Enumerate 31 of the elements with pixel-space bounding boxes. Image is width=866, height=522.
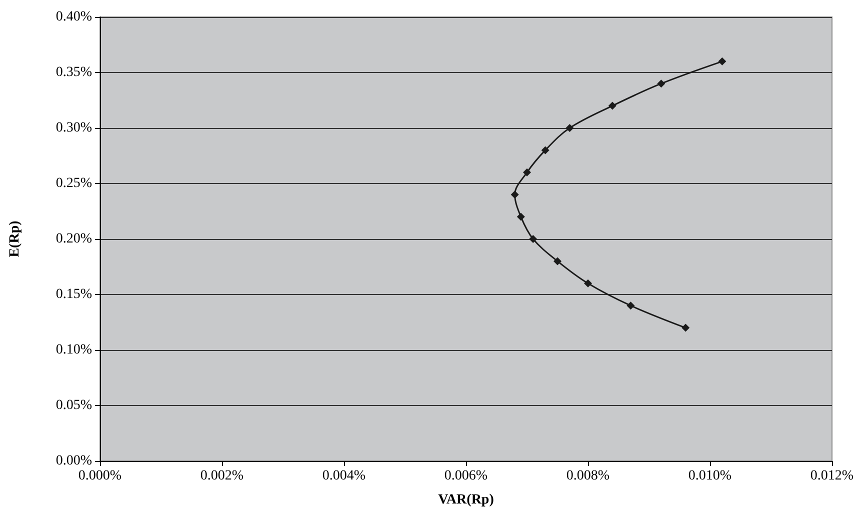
y-tick-label: 0.35%	[56, 65, 92, 80]
x-tick-label: 0.000%	[78, 468, 122, 484]
x-axis-title: VAR(Rp)	[438, 492, 494, 508]
point	[566, 124, 574, 132]
point	[510, 190, 519, 199]
point	[657, 80, 666, 88]
y-tick-label: 0.40%	[56, 10, 92, 24]
x-tick-label: 0.002%	[200, 468, 244, 484]
point	[516, 212, 525, 221]
point	[718, 57, 726, 66]
y-tick-label: 0.20%	[56, 232, 92, 246]
point	[626, 302, 635, 310]
point	[682, 324, 690, 332]
point	[541, 146, 550, 154]
y-tick-label: 0.10%	[56, 342, 92, 358]
y-axis-title: E(Rp)	[8, 220, 22, 258]
point	[608, 102, 616, 110]
y-tick-label: 0.15%	[56, 287, 92, 302]
x-tick-label: 0.008%	[566, 468, 610, 484]
y-tick-label: 0.30%	[56, 120, 92, 136]
point	[584, 279, 592, 288]
point	[529, 235, 538, 243]
point	[554, 257, 562, 266]
x-tick-label: 0.006%	[444, 468, 488, 484]
x-tick-label: 0.004%	[322, 468, 366, 484]
y-tick-label: 0.05%	[56, 398, 92, 413]
y-tick-label: 0.00%	[56, 454, 92, 468]
point	[523, 168, 531, 176]
x-tick-label: 0.012%	[810, 468, 854, 484]
x-tick-label: 0.010%	[688, 468, 732, 484]
y-tick-label: 0.25%	[56, 176, 92, 191]
